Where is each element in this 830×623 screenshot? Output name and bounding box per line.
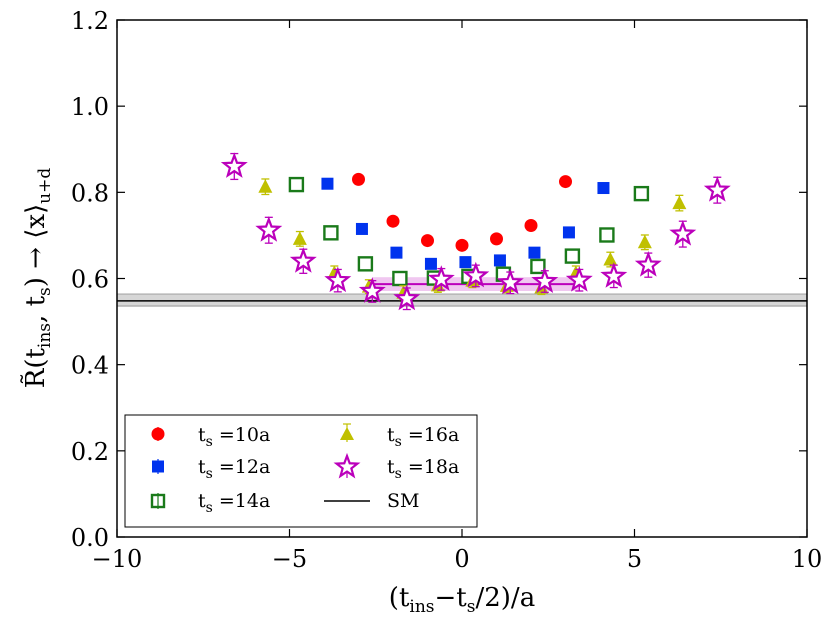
legend-marker-circle (151, 427, 165, 441)
y-axis-title: R̃(tins, ts) → ⟨x⟩u+d (20, 168, 55, 389)
data-point (258, 179, 273, 193)
svg-text:SM: SM (387, 490, 419, 512)
data-point (669, 219, 697, 246)
data-point (386, 214, 400, 228)
data-point (564, 248, 581, 264)
data-point (597, 182, 610, 195)
data-point (324, 266, 352, 293)
data-point (703, 176, 731, 202)
legend-marker-open-star (333, 452, 361, 479)
data-point (565, 266, 593, 292)
data-point (528, 246, 541, 259)
y-tick-label: 1.0 (71, 93, 109, 121)
data-point (421, 234, 434, 248)
legend-item-ts16: ts =16a (340, 423, 459, 450)
axis-ticks: −10 −5 0 5 10 0.0 0.2 0.4 0.6 0.8 1.0 1.2 (71, 7, 822, 573)
data-point (292, 231, 307, 245)
data-point (493, 254, 506, 267)
data-point (393, 284, 421, 311)
data-point (358, 277, 386, 303)
data-point (603, 252, 618, 266)
sm-band-group (117, 293, 807, 307)
x-tick-label: −10 (92, 545, 143, 573)
legend-item-ts12: ts =12a (152, 456, 270, 482)
data-point (599, 227, 615, 243)
y-tick-label: 0.2 (71, 438, 109, 466)
data-point (634, 250, 662, 277)
data-point (321, 177, 334, 190)
svg-text:ts =14a: ts =14a (198, 490, 270, 516)
legend-item-sm: SM (324, 490, 419, 512)
data-point (633, 185, 650, 202)
data-point (255, 216, 283, 242)
data-point (559, 175, 572, 189)
x-axis-title: (tins−ts/2)/a (389, 583, 535, 617)
svg-text:ts =16a: ts =16a (387, 424, 459, 450)
data-point (288, 176, 305, 193)
svg-text:ts =18a: ts =18a (387, 456, 459, 482)
legend: ts =10a ts =12a ts =14a ts =16a ts =18a … (124, 414, 478, 528)
data-point (427, 265, 455, 291)
data-point (496, 268, 524, 295)
y-tick-label: 1.2 (71, 7, 109, 35)
series-circle (352, 172, 572, 252)
legend-item-ts14: ts =14a (150, 490, 270, 516)
data-point (600, 262, 628, 288)
series-open-star (220, 152, 731, 311)
svg-text:ts =12a: ts =12a (198, 456, 270, 482)
legend-marker-triangle (340, 427, 354, 440)
data-point (637, 234, 652, 249)
legend-box (124, 414, 478, 528)
y-tick-label: 0.0 (71, 524, 109, 552)
x-tick-label: 5 (627, 545, 642, 573)
data-point (392, 270, 408, 287)
data-point (524, 219, 538, 233)
data-point (562, 226, 575, 239)
data-point (352, 172, 365, 186)
x-tick-label: 0 (454, 545, 469, 573)
data-point (462, 261, 490, 288)
y-tick-label: 0.8 (71, 179, 109, 207)
data-point (530, 258, 546, 275)
data-point (455, 238, 469, 252)
data-point (531, 267, 559, 293)
x-tick-label: −5 (272, 545, 307, 573)
data-point (672, 195, 687, 210)
data-point (323, 225, 339, 241)
sm-band (117, 294, 807, 307)
legend-item-ts10: ts =10a (151, 424, 270, 450)
legend-marker-square (152, 460, 164, 473)
data-point (424, 257, 437, 270)
series-square (321, 177, 610, 270)
data-point (490, 232, 503, 246)
data-point (355, 222, 368, 235)
svg-text:ts =10a: ts =10a (198, 424, 270, 450)
x-tick-label: 10 (792, 545, 823, 573)
data-point (459, 256, 472, 269)
legend-star-shape (333, 452, 361, 479)
series-group (220, 152, 731, 311)
legend-item-ts18: ts =18a (333, 452, 459, 482)
legend-marker-open-square (150, 493, 166, 509)
y-tick-label: 0.4 (71, 352, 109, 380)
data-point (289, 247, 317, 273)
data-point (390, 246, 403, 259)
y-tick-label: 0.6 (71, 266, 109, 294)
data-point (220, 152, 248, 178)
data-point (357, 256, 374, 272)
